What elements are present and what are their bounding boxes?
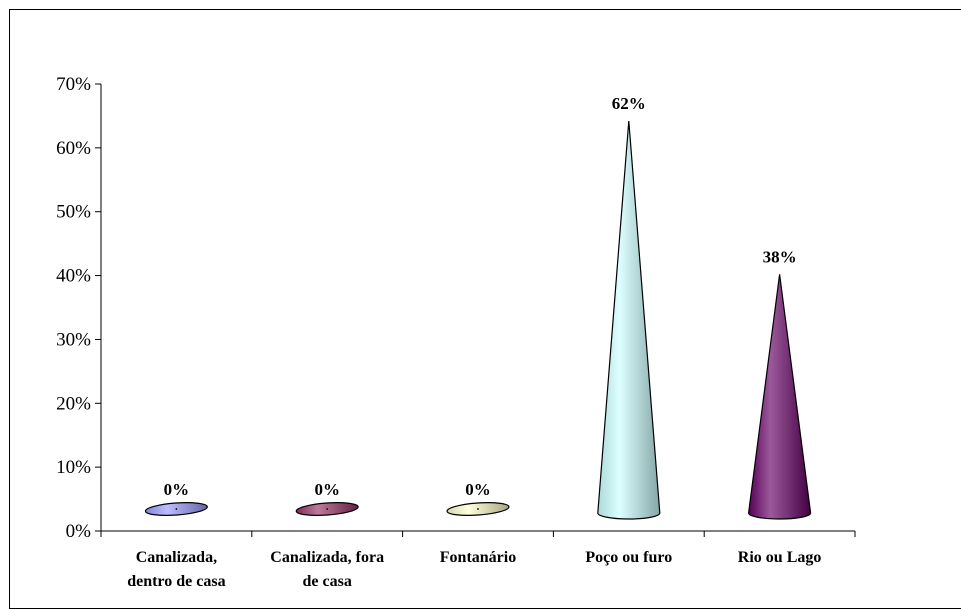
cone-bar-apex <box>477 508 479 510</box>
x-tick-label: de casa <box>303 573 352 590</box>
y-tick-label: 0% <box>66 521 92 542</box>
y-tick-label: 70% <box>56 74 91 95</box>
x-tick-label: Fontanário <box>440 549 516 566</box>
y-tick-label: 50% <box>56 202 91 223</box>
y-tick-label: 10% <box>56 457 91 478</box>
chart-plot: 0% 10% 20% 30% 40% 50% 60% 70% 0% Canalizada, den… <box>56 74 856 590</box>
x-tick-label: dentro de casa <box>127 573 225 590</box>
cone-bar <box>597 121 661 520</box>
cone-bar <box>747 274 812 520</box>
x-tick-label: Poço ou furo <box>585 549 672 566</box>
x-tick-label: Rio ou Lago <box>738 549 822 566</box>
data-label: 0% <box>465 480 491 499</box>
y-tick-label: 20% <box>56 393 91 414</box>
cone-bar-apex <box>175 508 178 510</box>
data-label: 38% <box>763 247 797 266</box>
y-tick-label: 40% <box>56 266 91 287</box>
x-tick-label: Canalizada, <box>136 549 217 566</box>
chart: 0% 10% 20% 30% 40% 50% 60% 70% 0% Canalizada, den… <box>9 9 961 609</box>
cone-bar-apex <box>326 508 329 510</box>
x-tick-label: Canalizada, fora <box>270 549 384 566</box>
data-label: 0% <box>164 480 190 499</box>
y-tick-label: 60% <box>56 138 91 159</box>
y-tick-label: 30% <box>56 329 91 350</box>
chart-frame <box>9 9 961 609</box>
data-label: 0% <box>314 480 340 499</box>
data-label: 62% <box>612 94 646 113</box>
